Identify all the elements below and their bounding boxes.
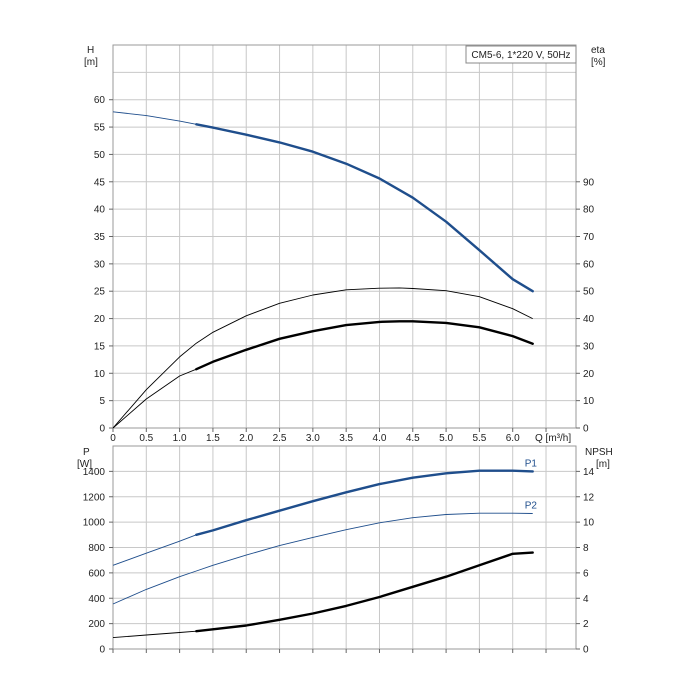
top-panel: 0 0.5 1.0 1.5 2.0 2.5 3.0 3.5 4.0 4.5 5.0 5.5 6.0 0 5 1… [84,44,606,444]
x-tick-label: 1.5 [206,433,220,444]
series-label-p2: P2 [525,500,538,511]
series-label-p1: P1 [525,458,538,469]
top-grid [112,44,576,429]
top-y-axis-label: H [87,45,94,56]
y-tick-label: 1400 [83,467,106,478]
y2-tick-label: 0 [583,645,589,656]
x-tick-label: 2.0 [239,433,253,444]
y-tick-label: 50 [94,150,106,161]
y-tick-label: 25 [94,287,106,298]
series-line-p1 [112,470,533,566]
x-tick-label: 2.5 [273,433,287,444]
y2-tick-label: 0 [583,424,589,435]
y2-tick-label: 2 [583,619,589,630]
chart-title-box [465,45,577,64]
series-line-p0-s1 [112,287,533,429]
y2-tick-label: 10 [583,518,595,529]
bottom-y-axis-unit: [W] [77,459,92,470]
x-tick-label: 1.0 [173,433,187,444]
series-operating-range-p1-s2 [195,551,534,633]
series-operating-range-p0-s2 [195,320,534,371]
y2-tick-label: 50 [583,287,595,298]
y2-tick-label: 60 [583,259,595,270]
bottom-series: P1 P2 [112,458,538,639]
y-tick-label: 45 [94,177,106,188]
x-tick-label: 5.5 [472,433,486,444]
y2-tick-label: 30 [583,341,595,352]
y2-tick-label: 90 [583,177,595,188]
y-tick-label: 35 [94,232,106,243]
y-tick-label: 0 [99,424,105,435]
bottom-y2-axis-label: NPSH [585,447,613,458]
y2-tick-label: 40 [583,314,595,325]
y2-tick-label: 80 [583,205,595,216]
x-axis-label: Q [m³/h] [535,433,571,444]
y-tick-label: 1200 [83,492,106,503]
y-tick-label: 800 [88,543,105,554]
y2-tick-label: 20 [583,369,595,380]
y-tick-label: 10 [94,369,106,380]
top-y2-axis-label: eta [591,45,605,56]
y-tick-label: 60 [94,95,106,106]
y-tick-label: 15 [94,341,106,352]
bottom-y2-axis-unit: [m] [596,459,610,470]
y2-tick-label: 6 [583,568,589,579]
series-operating-range-p0-s0 [195,123,534,293]
bottom-grid [112,445,576,650]
x-tick-label: 4.0 [373,433,387,444]
x-tick-label: 4.5 [406,433,420,444]
top-y2-axis-unit: [%] [591,57,606,68]
y-tick-label: 20 [94,314,106,325]
series-line-p1-s2 [112,552,533,639]
series-line-p2 [112,512,533,605]
top-series [112,111,534,429]
y-tick-label: 5 [99,396,105,407]
y-tick-label: 0 [99,645,105,656]
chart-title: CM5-6, 1*220 V, 50Hz [471,50,570,61]
x-tick-label: 0 [110,433,116,444]
top-y-axis-unit: [m] [84,57,98,68]
x-tick-label: 3.5 [339,433,353,444]
y2-tick-label: 70 [583,232,595,243]
y-tick-label: 40 [94,205,106,216]
y-tick-label: 30 [94,259,106,270]
x-tick-label: 0.5 [139,433,153,444]
bottom-y-axis-label: P [83,447,90,458]
y-tick-label: 1000 [83,518,106,529]
y2-tick-label: 10 [583,396,595,407]
y2-tick-label: 4 [583,594,589,605]
bottom-ticks: 0 200 400 600 800 1000 1200 1400 0 2 4 6 8 10 12 14 [83,467,595,656]
y-tick-label: 400 [88,594,105,605]
y-tick-label: 200 [88,619,105,630]
y2-tick-label: 12 [583,492,595,503]
series-line-p0-s2 [112,320,533,429]
x-tick-label: 6.0 [506,433,520,444]
x-tick-label: 3.0 [306,433,320,444]
top-ticks: 0 0.5 1.0 1.5 2.0 2.5 3.0 3.5 4.0 4.5 5.0 5.5 6.0 0 5 1… [94,95,595,444]
y-tick-label: 55 [94,123,106,134]
series-operating-range-p1 [195,469,534,536]
y2-tick-label: 8 [583,543,589,554]
bottom-panel: P1 P2 0 200 400 600 800 1000 1200 1400 0 2 4 6 8 10 12 1… [77,445,613,656]
x-tick-label: 5.0 [439,433,453,444]
y-tick-label: 600 [88,568,105,579]
y2-tick-label: 14 [583,467,595,478]
